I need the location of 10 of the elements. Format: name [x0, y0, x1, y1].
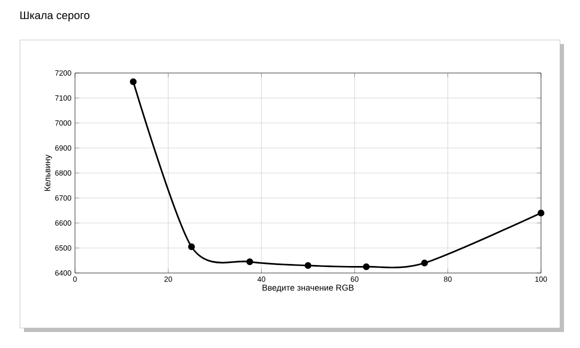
point — [421, 260, 428, 266]
point — [538, 210, 544, 216]
point — [362, 263, 370, 270]
x-axis-title: Введите значение RGB — [262, 284, 354, 292]
y-axis-title: Кельвину — [44, 154, 52, 191]
point — [304, 262, 312, 269]
point — [130, 78, 137, 86]
point — [246, 258, 254, 266]
chart-title: Шкала серого — [20, 12, 90, 22]
point — [188, 243, 195, 250]
